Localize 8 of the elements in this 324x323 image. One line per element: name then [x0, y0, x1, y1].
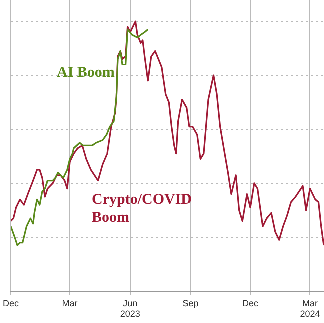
series-label: Crypto/COVID Boom	[92, 192, 192, 226]
x-tick-label: Mar 2024	[300, 298, 320, 320]
x-tick-label: Sep	[182, 298, 199, 308]
x-tick-label: Mar	[62, 298, 78, 308]
x-tick-label: Dec	[242, 298, 260, 308]
x-tick-label: Jun 2023	[120, 298, 140, 320]
series-label: AI Boom	[57, 64, 116, 81]
x-tick-label: Dec	[2, 298, 20, 308]
